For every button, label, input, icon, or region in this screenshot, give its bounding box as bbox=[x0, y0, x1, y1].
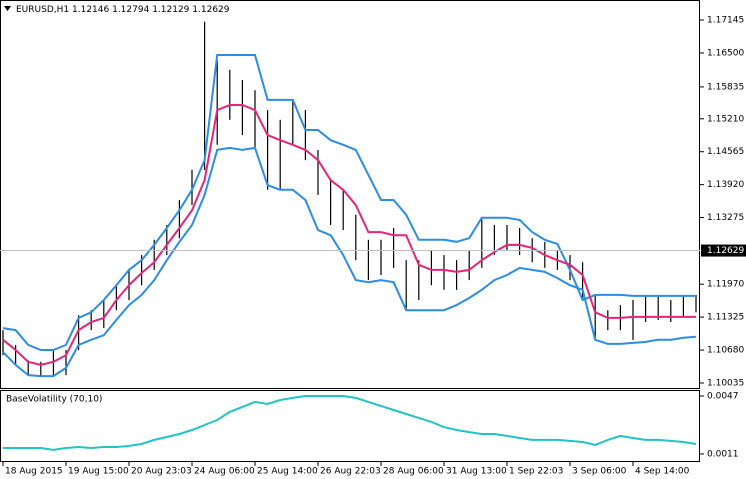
y-tick-label: 1.16500 bbox=[707, 48, 744, 58]
x-tick-label: 3 Sep 06:00 bbox=[572, 467, 627, 477]
x-tick-label: 24 Aug 06:00 bbox=[194, 467, 255, 477]
y-tick-label: 1.11325 bbox=[707, 313, 744, 323]
high: 1.12794 bbox=[112, 5, 149, 15]
y-tick-label: 1.11970 bbox=[707, 280, 744, 290]
y-tick-label: 1.17145 bbox=[707, 16, 744, 26]
y-tick-label: 1.15210 bbox=[707, 114, 744, 124]
x-tick-label: 25 Aug 14:00 bbox=[257, 467, 318, 477]
indicator-title: BaseVolatility (70,10) bbox=[6, 395, 102, 405]
y-tick-label: 0.0011 bbox=[707, 449, 739, 459]
main-panel bbox=[0, 0, 700, 389]
x-tick-label: 31 Aug 13:00 bbox=[446, 467, 507, 477]
current-price-box bbox=[701, 244, 746, 257]
menu-arrow[interactable] bbox=[4, 6, 11, 11]
x-tick-label: 1 Sep 22:03 bbox=[509, 467, 563, 477]
open: 1.12146 bbox=[72, 5, 109, 15]
y-tick-label: 1.15835 bbox=[707, 82, 744, 92]
indicator-panel bbox=[0, 390, 700, 462]
low: 1.12129 bbox=[152, 5, 189, 15]
series-line bbox=[3, 395, 697, 451]
series-line bbox=[2, 146, 697, 378]
y-tick-label: 1.13275 bbox=[707, 213, 744, 223]
x-tick-label: 4 Sep 14:00 bbox=[635, 467, 690, 477]
x-tick-label: 19 Aug 15:00 bbox=[68, 467, 129, 477]
symbol: EURUSD,H1 bbox=[16, 5, 69, 15]
y-tick-label: 0.0047 bbox=[707, 391, 739, 401]
series-line bbox=[2, 54, 696, 351]
close: 1.12629 bbox=[192, 5, 229, 15]
y-tick-label: 1.10035 bbox=[707, 378, 744, 388]
y-tick-label: 1.10680 bbox=[707, 346, 744, 356]
x-tick-label: 26 Aug 22:03 bbox=[320, 467, 381, 477]
y-tick-label: 1.14565 bbox=[707, 147, 744, 157]
x-tick-label: 28 Aug 06:00 bbox=[383, 467, 444, 477]
chart-header: EURUSD,H1 1.12146 1.12794 1.12129 1.1262… bbox=[16, 5, 230, 15]
x-tick-label: 20 Aug 23:03 bbox=[131, 467, 192, 477]
series-line bbox=[2, 104, 696, 366]
current-price-label: 1.12629 bbox=[707, 246, 744, 256]
y-tick-label: 1.13920 bbox=[707, 180, 744, 190]
x-tick-label: 18 Aug 2015 bbox=[5, 467, 63, 477]
